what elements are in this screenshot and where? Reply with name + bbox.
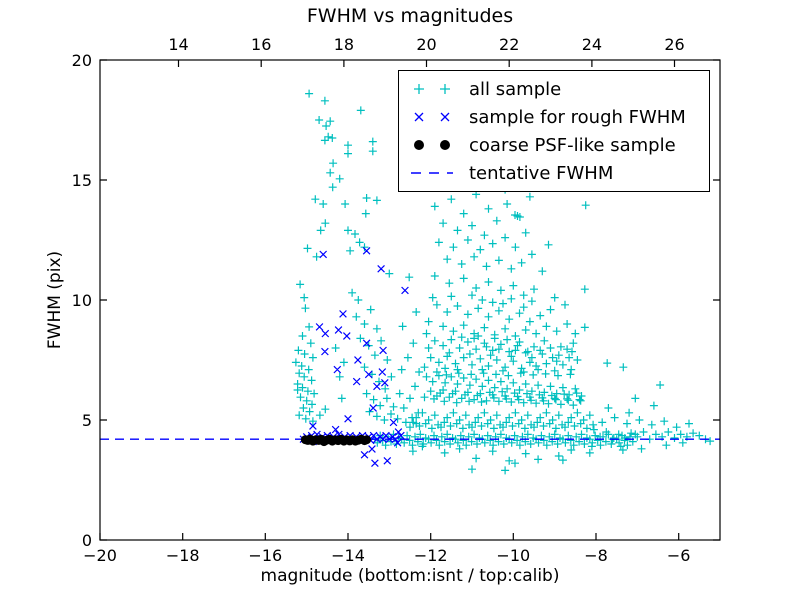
x-tick-label: −10 [496, 546, 530, 565]
x-tick-label: −14 [331, 546, 365, 565]
plus-marker-icon [414, 84, 450, 94]
top-tick-label: 16 [251, 35, 271, 54]
axis-ticks [99, 59, 720, 541]
legend-entry-psf-sample: coarse PSF-like sample [405, 132, 709, 159]
top-tick-label: 14 [168, 35, 188, 54]
dot-marker-icon [414, 140, 450, 150]
top-tick-label: 24 [582, 35, 602, 54]
psf-sample-points [300, 434, 372, 447]
legend-label: all sample [469, 78, 562, 100]
x-axis-label: magnitude (bottom:isnt / top:calib) [260, 566, 560, 586]
legend-entry-all-sample: all sample [405, 76, 709, 103]
all-sample-points [291, 89, 715, 475]
x-tick-label: −16 [248, 546, 282, 565]
x-tick-label: −12 [414, 546, 448, 565]
legend-entry-rough-fwhm: sample for rough FWHM [405, 104, 709, 131]
x-tick-label: −20 [83, 546, 117, 565]
y-tick-label: 15 [72, 171, 92, 190]
x-marker-icon [414, 112, 450, 122]
legend-label: sample for rough FWHM [469, 106, 686, 128]
y-tick-label: 10 [72, 291, 92, 310]
y-tick-label: 20 [72, 51, 92, 70]
y-tick-label: 0 [82, 531, 92, 550]
legend-label: tentative FWHM [469, 162, 614, 184]
x-tick-label: −6 [667, 546, 691, 565]
legend-label: coarse PSF-like sample [469, 134, 676, 156]
y-axis-label: FWHM (pix) [45, 250, 65, 350]
top-tick-label: 20 [416, 35, 436, 54]
legend: all sample sample for rough FWHM coarse … [398, 70, 710, 192]
legend-entry-tentative-fwhm: tentative FWHM [405, 160, 709, 187]
top-tick-label: 18 [334, 35, 354, 54]
chart-title: FWHM vs magnitudes [306, 5, 514, 27]
x-tick-label: −18 [166, 546, 200, 565]
y-tick-label: 5 [82, 411, 92, 430]
dashed-line-icon [411, 172, 453, 174]
top-tick-label: 22 [499, 35, 519, 54]
x-tick-label: −8 [584, 546, 608, 565]
top-tick-label: 26 [664, 35, 684, 54]
